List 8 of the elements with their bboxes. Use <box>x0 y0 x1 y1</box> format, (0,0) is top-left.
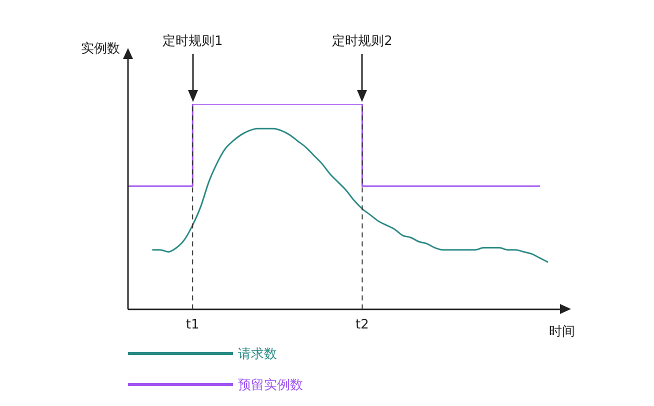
text: 请求数 <box>238 346 277 362</box>
x-tick-label: t2 <box>356 318 369 333</box>
y-axis-title: 实例数 <box>81 41 120 56</box>
text: 预留实例数 <box>238 376 303 394</box>
text: 定时规则2 <box>331 34 394 50</box>
text: 定时规则1 <box>161 34 224 50</box>
x-axis-title: 时间 <box>549 324 575 340</box>
x-tick-label: t1 <box>186 318 200 333</box>
